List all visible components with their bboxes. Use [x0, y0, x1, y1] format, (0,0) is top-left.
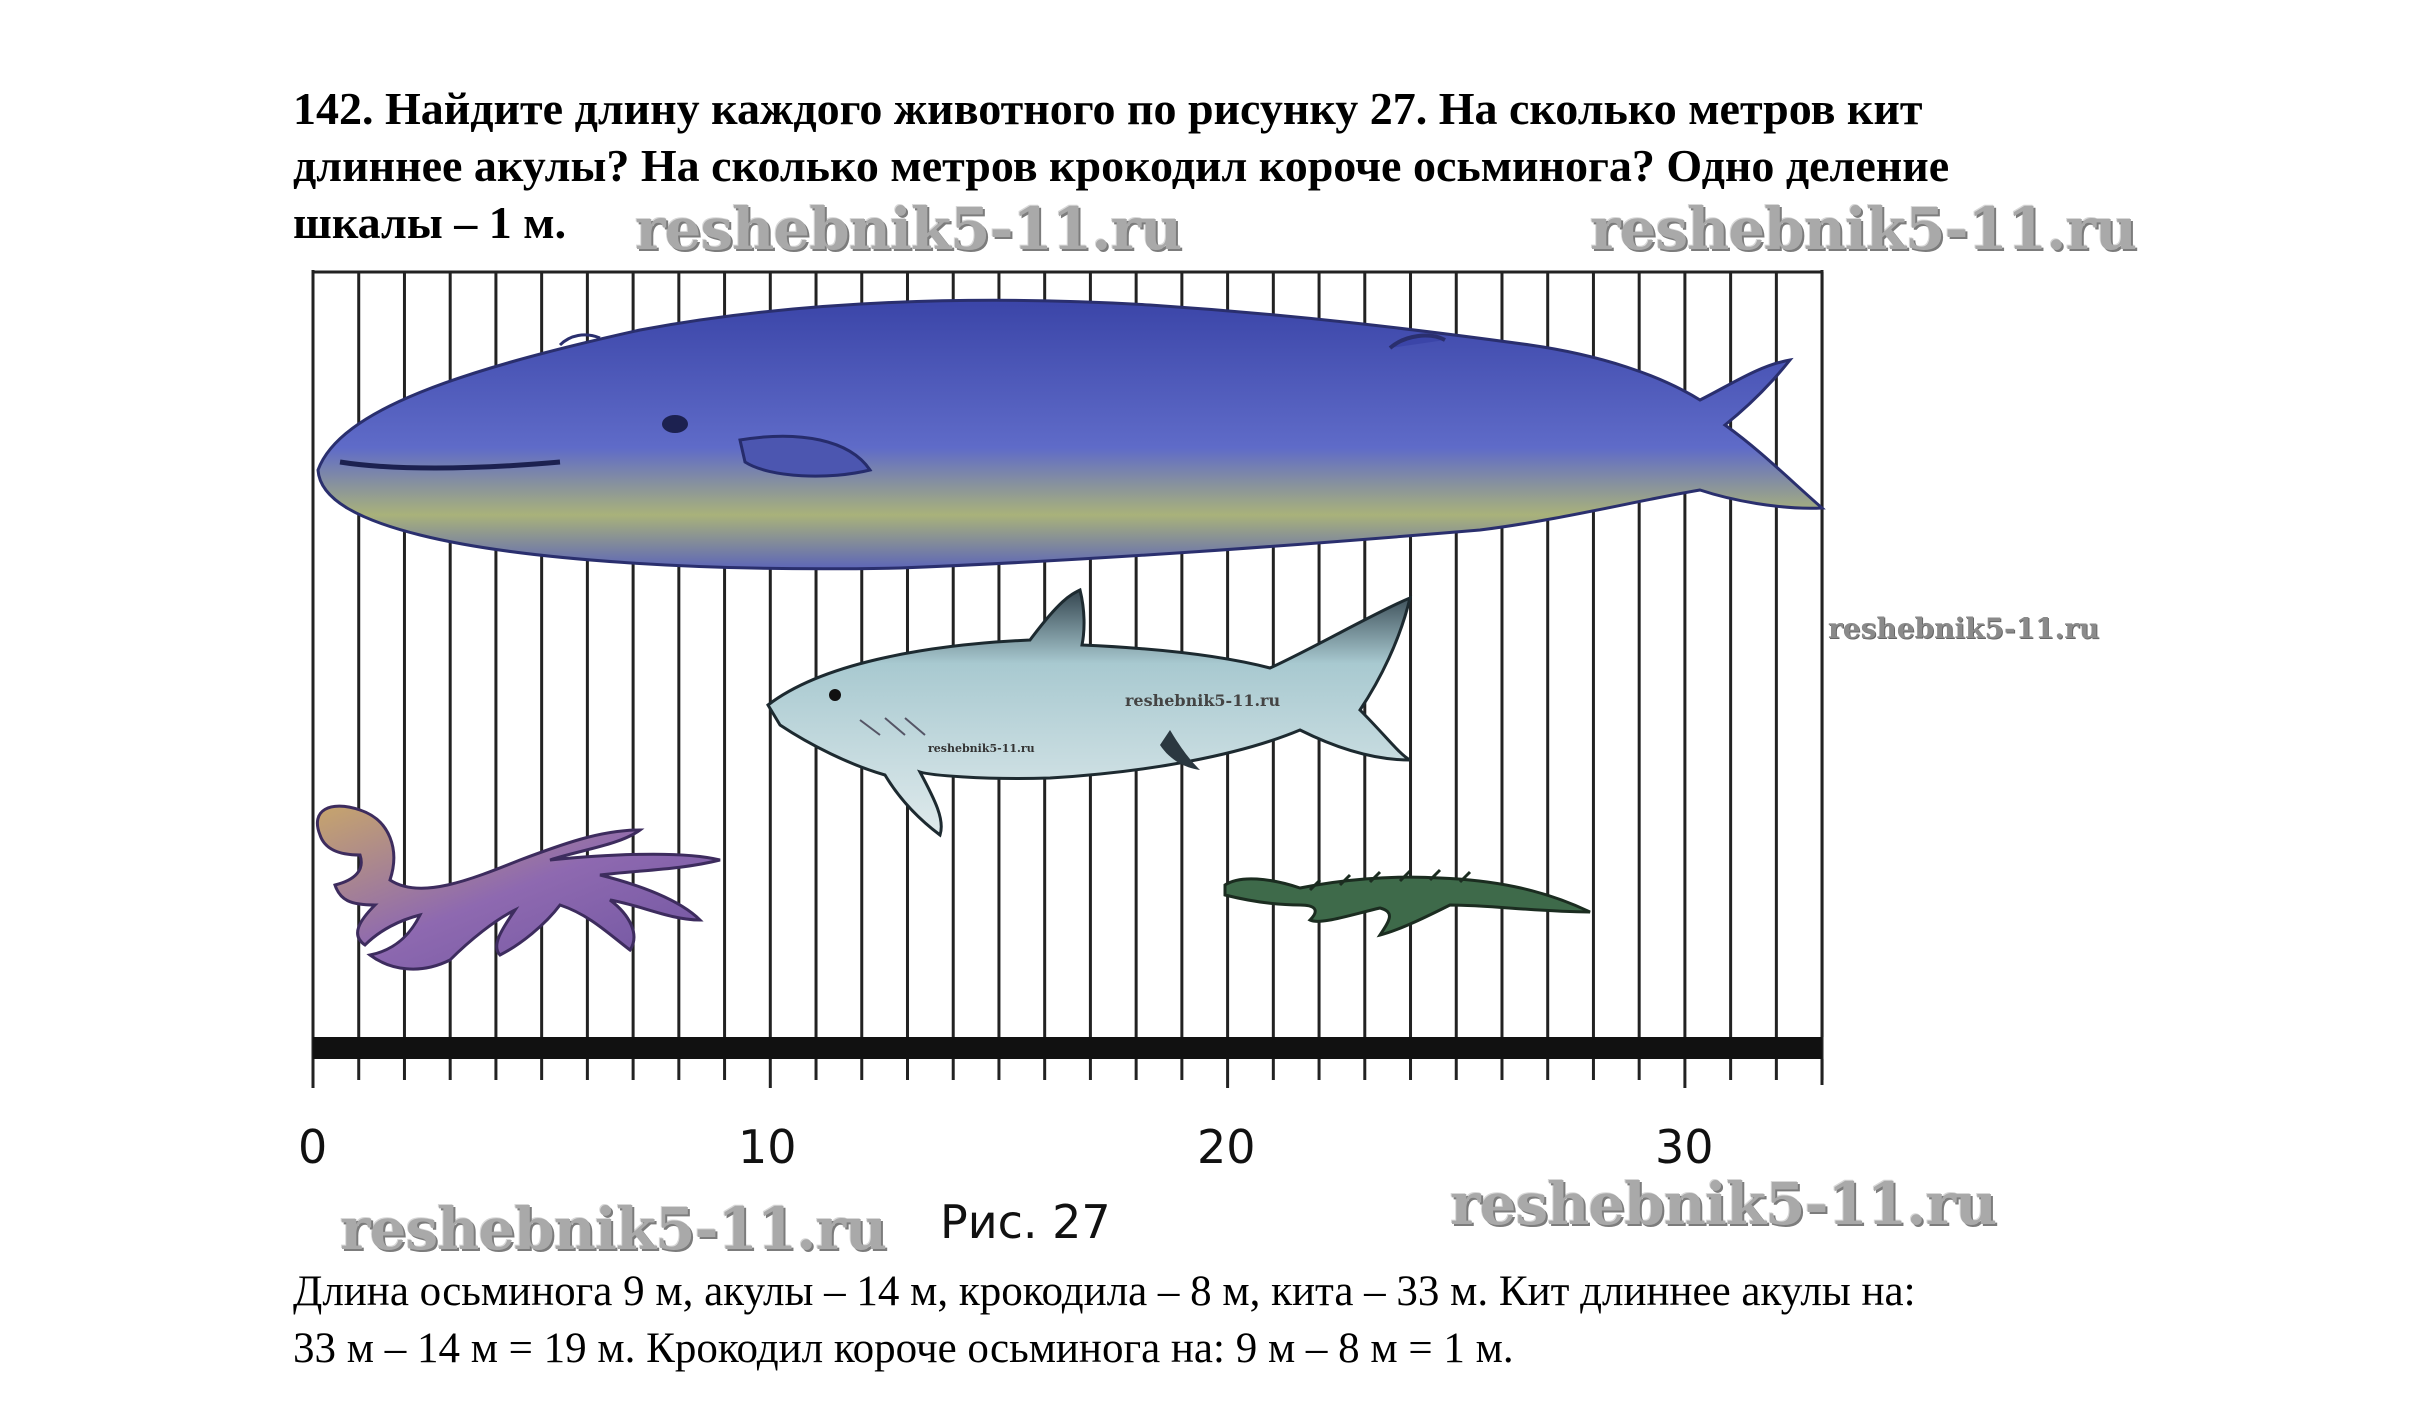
figure-caption: Рис. 27: [940, 1195, 1111, 1249]
watermark-top-right: reshebnik5-11.ru: [1590, 195, 2137, 263]
watermark-top-left: reshebnik5-11.ru: [635, 195, 1182, 263]
scale-bar: [313, 1037, 1822, 1059]
watermark-bottom-left: reshebnik5-11.ru: [340, 1195, 887, 1263]
watermark-bottom-right: reshebnik5-11.ru: [1450, 1170, 1997, 1238]
scale-label-20: 20: [1197, 1120, 1256, 1174]
scale-label-30: 30: [1655, 1120, 1714, 1174]
watermark-shark-2: reshebnik5-11.ru: [928, 742, 1035, 755]
crocodile-icon: [1223, 868, 1591, 938]
problem-line-3: шкалы – 1 м.: [293, 197, 567, 248]
problem-line-1: 142. Найдите длину каждого животного по …: [293, 83, 1923, 134]
octopus-icon: [316, 804, 721, 971]
shark-icon: [766, 587, 1413, 838]
watermark-middle-right: reshebnik5-11.ru: [1828, 612, 2100, 645]
scale-ticks: [311, 1059, 1824, 1088]
answer-line-1: Длина осьминога 9 м, акулы – 14 м, кроко…: [293, 1268, 1916, 1315]
whale-icon: [316, 298, 1826, 571]
watermark-shark-1: reshebnik5-11.ru: [1125, 691, 1281, 710]
problem-line-2: длиннее акулы? На сколько метров крокоди…: [293, 140, 1950, 191]
answer-text: Длина осьминога 9 м, акулы – 14 м, кроко…: [293, 1263, 2293, 1377]
answer-line-2: 33 м – 14 м = 19 м. Крокодил короче осьм…: [293, 1325, 1514, 1372]
problem-text: 142. Найдите длину каждого животного по …: [293, 80, 2193, 251]
scale-label-10: 10: [738, 1120, 797, 1174]
scale-label-0: 0: [298, 1120, 328, 1174]
scale-grid: [311, 272, 1824, 1037]
